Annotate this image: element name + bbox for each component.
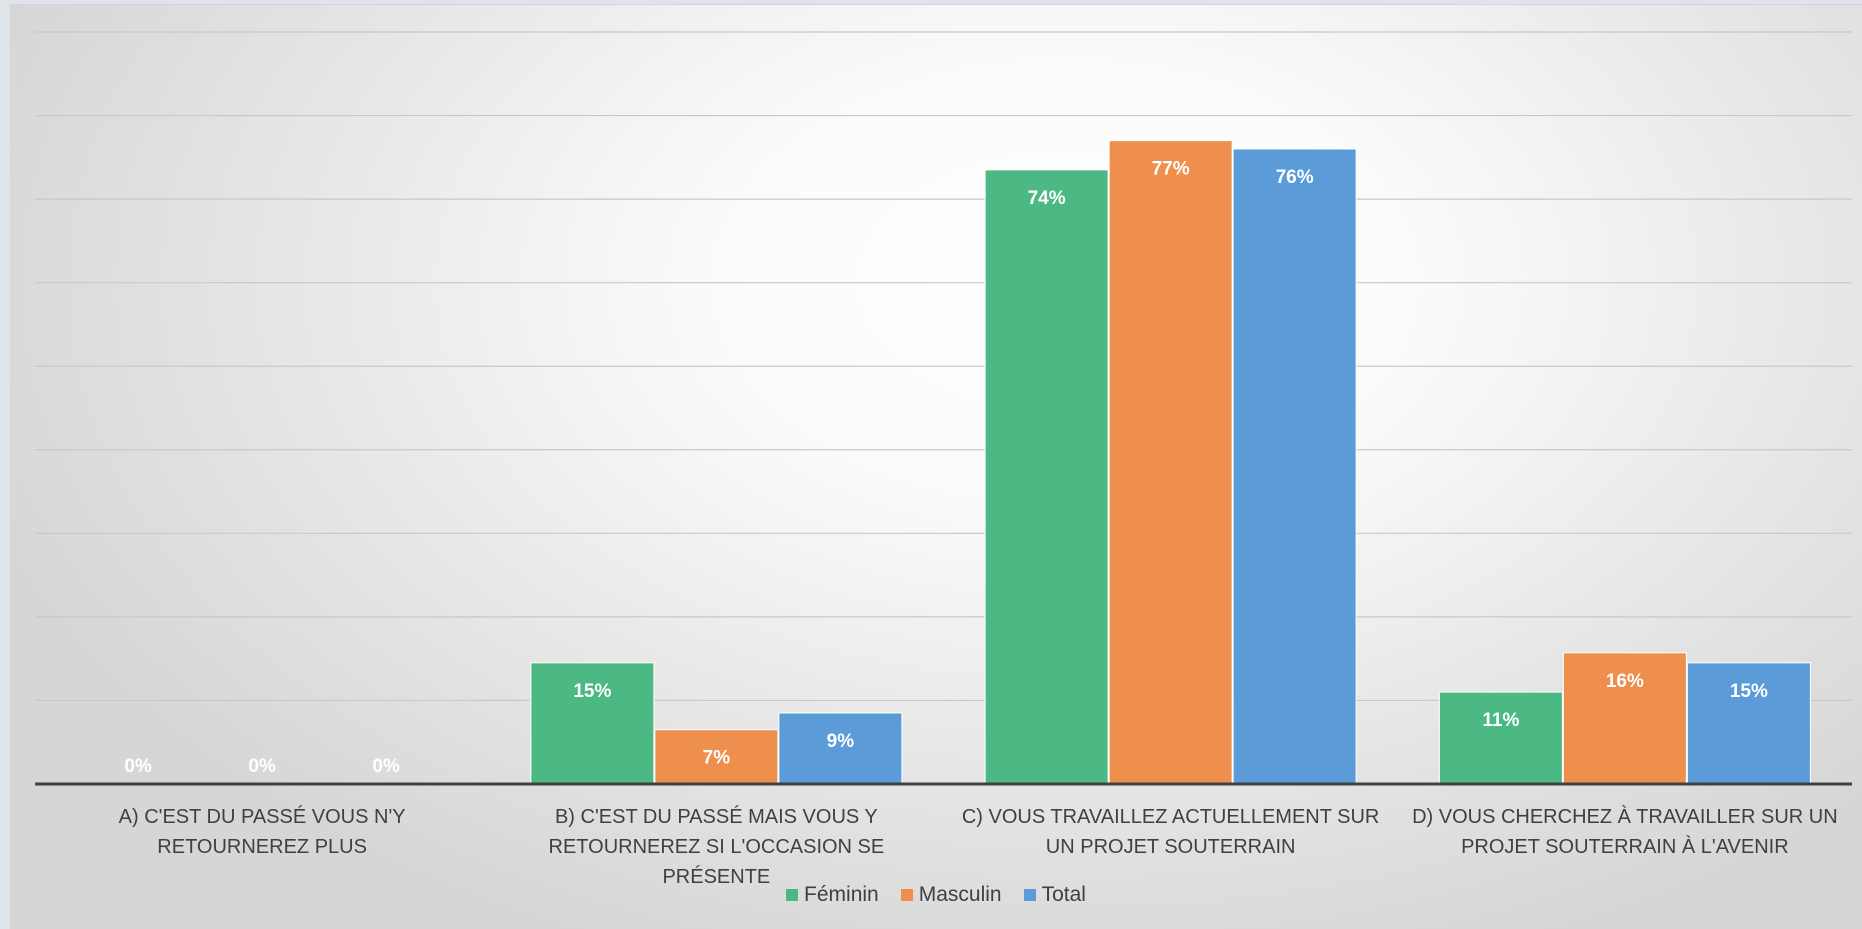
bar [1562, 652, 1687, 785]
data-label: 7% [703, 748, 731, 769]
data-label: 15% [573, 681, 611, 702]
data-label: 16% [1606, 671, 1644, 692]
data-label: 0% [372, 756, 400, 777]
legend-entry-feminin: Féminin [786, 883, 879, 907]
data-label: 0% [124, 756, 152, 777]
category-label: C) VOUS TRAVAILLEZ ACTUELLEMENT SUR UN P… [961, 806, 1380, 858]
legend: Féminin Masculin Total [10, 883, 1862, 907]
data-label: 76% [1276, 167, 1314, 188]
gridlines [35, 31, 1852, 702]
category-label: D) VOUS CHERCHEZ À TRAVAILLER SUR UN PRO… [1412, 806, 1838, 858]
bar [1438, 691, 1563, 785]
category-label: A) C'EST DU PASSÉ VOUS N'Y RETOURNEREZ P… [118, 806, 406, 858]
bars [530, 140, 1811, 785]
data-label: 74% [1028, 188, 1066, 209]
bar-chart: 0% 0% 0% 15% 7% 9% 74% 77% 76% 11% 16% 15% [35, 31, 1852, 786]
legend-label: Total [1041, 883, 1086, 906]
legend-label: Masculin [918, 883, 1002, 906]
legend-entry-masculin: Masculin [900, 883, 1002, 907]
legend-swatch [786, 889, 799, 901]
data-label: 77% [1152, 159, 1190, 180]
legend-entry-total: Total [1023, 883, 1086, 907]
data-label: 9% [827, 731, 855, 752]
bar [1232, 148, 1357, 785]
bar [984, 169, 1109, 785]
category-label: B) C'EST DU PASSÉ MAIS VOUS Y RETOURNERE… [548, 806, 885, 888]
legend-swatch [900, 889, 913, 901]
bar [1108, 140, 1233, 785]
data-labels: 0% 0% 0% 15% 7% 9% 74% 77% 76% 11% 16% 15% [124, 159, 1768, 777]
bar [530, 662, 655, 785]
bar [1686, 662, 1811, 785]
data-label: 0% [248, 756, 276, 777]
data-label: 11% [1482, 710, 1519, 731]
legend-swatch [1023, 889, 1036, 901]
chart-area: 0% 0% 0% 15% 7% 9% 74% 77% 76% 11% 16% 15% A) C'EST… [10, 4, 1862, 929]
legend-label: Féminin [804, 883, 879, 906]
data-label: 15% [1730, 681, 1768, 702]
